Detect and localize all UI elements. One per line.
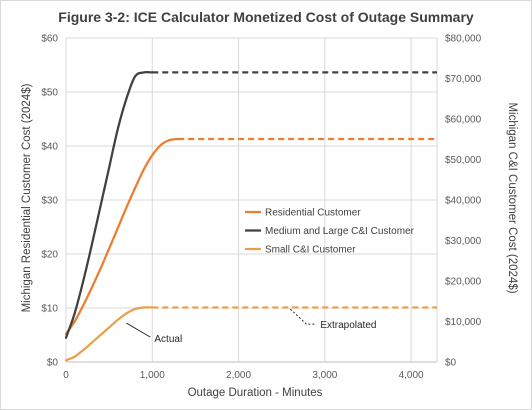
right-y-tick-label: $10,000: [445, 317, 482, 328]
x-axis-label: Outage Duration - Minutes: [188, 387, 323, 399]
legend-entry: Small C&I Customer: [265, 245, 356, 256]
right-y-tick-label: $80,000: [445, 34, 482, 45]
right-y-tick-label: $60,000: [445, 115, 482, 126]
right-y-axis-label: Michigan C&I Customer Cost (2024$): [506, 102, 518, 293]
series-line-actual-2: [64, 306, 154, 362]
gridlines: [65, 37, 438, 363]
x-tick-label: 2,000: [226, 370, 251, 381]
x-tick-label: 0: [63, 370, 69, 381]
series-lines: [64, 71, 437, 362]
x-tick-label: 3,000: [312, 370, 337, 381]
annotation-leader-actual: [126, 322, 151, 338]
chart-title: Figure 3-2: ICE Calculator Monetized Cos…: [58, 9, 474, 25]
legend-entry: Medium and Large C&I Customer: [265, 226, 415, 237]
right-y-tick-label: $50,000: [445, 155, 482, 166]
legend-entry: Residential Customer: [265, 208, 361, 219]
x-axis-ticks: 0 1,000 2,000 3,000 4,000: [63, 370, 424, 381]
left-y-tick-label: $60: [41, 34, 58, 45]
left-y-tick-label: $0: [47, 358, 59, 369]
left-y-tick-label: $20: [41, 250, 58, 261]
legend: Residential Customer Medium and Large C&I…: [245, 208, 415, 256]
left-y-axis-label: Michigan Residential Customer Cost (2024…: [21, 83, 33, 312]
series-line-actual-1: [64, 71, 154, 339]
left-y-axis-ticks: $0 $10 $20 $30 $40 $50 $60: [41, 34, 58, 369]
annotation-actual: Actual: [154, 334, 182, 345]
right-y-tick-label: $40,000: [445, 196, 482, 207]
annotations: Actual Extrapolated: [126, 308, 376, 345]
right-y-tick-label: $0: [445, 358, 457, 369]
left-y-tick-label: $10: [41, 304, 58, 315]
left-y-tick-label: $40: [41, 142, 58, 153]
right-y-axis-ticks: $0 $10,000 $20,000 $30,000 $40,000 $50,000 $60…: [445, 34, 482, 369]
series-line-actual-0: [64, 137, 180, 336]
right-y-tick-label: $20,000: [445, 277, 482, 288]
right-y-tick-label: $30,000: [445, 236, 482, 247]
annotation-leader-extrapolated: [289, 308, 315, 325]
left-y-tick-label: $50: [41, 88, 58, 99]
annotation-extrapolated: Extrapolated: [320, 320, 376, 331]
x-tick-label: 4,000: [399, 370, 424, 381]
left-y-tick-label: $30: [41, 196, 58, 207]
x-tick-label: 1,000: [140, 370, 165, 381]
right-y-tick-label: $70,000: [445, 74, 482, 85]
